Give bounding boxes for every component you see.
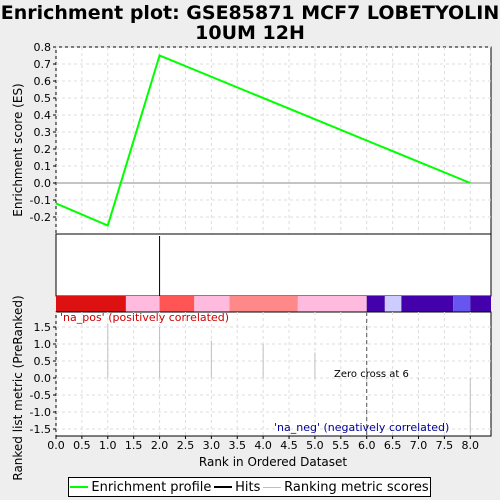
es-y-tick-label: 0.2	[34, 143, 52, 156]
x-tick-label: 3.0	[203, 439, 221, 452]
metric-y-ticks: 1.5 1.0 0.5 0.0 -0.5 -1.0 -1.5	[30, 321, 56, 436]
colorbar-segment	[56, 296, 126, 312]
rank-colorbar	[56, 296, 491, 312]
metric-y-axis-label: Ranked list metric (PreRanked)	[11, 295, 25, 480]
es-y-tick-label: 0.8	[34, 41, 52, 54]
x-tick-label: 2.5	[177, 439, 195, 452]
colorbar-segment	[384, 296, 402, 312]
x-tick-label: 7.5	[436, 439, 454, 452]
legend-label-enrichment-profile: Enrichment profile	[91, 479, 212, 495]
es-panel	[55, 46, 492, 235]
legend-label-ranking-metric-scores: Ranking metric scores	[284, 479, 429, 495]
x-tick-label: 5.0	[306, 439, 324, 452]
metric-x-ticks: 0.0 0.5 1.0 1.5 2.0 2.5 3.0 3.5 4.0 4.5 5.0 5.5 6.0 6…	[47, 436, 479, 452]
metric-y-tick-label: -1.0	[30, 406, 51, 419]
legend-item-hits: Hits	[214, 480, 260, 495]
es-y-tick-label: 0.3	[34, 126, 52, 139]
negative-correlation-label: 'na_neg' (negatively correlated)	[274, 421, 449, 434]
metric-y-tick-label: 0.0	[34, 372, 52, 385]
es-y-tick-label: -0.1	[30, 194, 51, 207]
colorbar-segment	[366, 296, 385, 312]
es-y-axis-label: Enrichment score (ES)	[11, 83, 25, 216]
colorbar-segment	[125, 296, 160, 312]
colorbar-segment	[229, 296, 298, 312]
legend-green-line-swatch	[70, 486, 89, 488]
es-y-tick-label: 0.6	[34, 75, 52, 88]
x-tick-label: 6.5	[384, 439, 402, 452]
es-enrichment-profile-line	[55, 54, 471, 227]
x-tick-label: 1.0	[99, 439, 117, 452]
es-y-tick-label: 0.5	[34, 92, 52, 105]
x-tick-label: 8.0	[462, 439, 480, 452]
colorbar-segment	[194, 296, 230, 312]
chart-title-line-2: 10UM 12H	[195, 22, 305, 44]
x-tick-label: 4.0	[254, 439, 272, 452]
x-tick-label: 3.5	[229, 439, 247, 452]
x-tick-label: 4.5	[280, 439, 298, 452]
colorbar-segment	[401, 296, 454, 312]
metric-bars	[107, 323, 471, 433]
legend-item-enrichment-profile: Enrichment profile	[70, 480, 211, 495]
x-tick-label: 7.0	[410, 439, 428, 452]
x-tick-label: 2.0	[151, 439, 169, 452]
metric-gridlines	[55, 312, 491, 436]
positive-correlation-label: 'na_pos' (positively correlated)	[60, 311, 229, 324]
x-tick-label: 6.0	[358, 439, 376, 452]
x-axis-label: Rank in Ordered Dataset	[199, 455, 347, 469]
legend: Enrichment profile Hits Ranking metric s…	[68, 477, 431, 497]
es-y-tick-label: 0.7	[34, 58, 52, 71]
legend-black-line-swatch	[214, 486, 233, 488]
x-tick-label: 0.5	[73, 439, 91, 452]
es-y-tick-label: 0.0	[34, 177, 52, 190]
metric-y-tick-label: 1.0	[34, 338, 52, 351]
legend-label-hits: Hits	[235, 479, 261, 495]
x-tick-label: 0.0	[47, 439, 65, 452]
colorbar-segment	[159, 296, 195, 312]
colorbar-segment	[297, 296, 367, 312]
x-tick-label: 1.5	[125, 439, 143, 452]
es-y-ticks: 0.8 0.7 0.6 0.5 0.4 0.3 0.2 0.1 0.0 -0.1 -0.2	[30, 41, 56, 224]
metric-y-tick-label: -1.5	[30, 423, 51, 436]
legend-item-ranking: Ranking metric scores	[263, 479, 429, 495]
metric-panel	[55, 311, 492, 437]
metric-y-tick-label: 0.5	[34, 355, 52, 368]
es-y-tick-label: -0.2	[30, 211, 51, 224]
colorbar-segment	[470, 296, 491, 312]
es-y-tick-label: 0.4	[34, 109, 52, 122]
colorbar-segment	[453, 296, 471, 312]
zero-cross-label: Zero cross at 6	[334, 369, 409, 380]
chart-title-line-1: Enrichment plot: GSE85871 MCF7 LOBETYOLI…	[1, 2, 500, 24]
metric-y-tick-label: -0.5	[30, 389, 51, 402]
x-tick-label: 5.5	[332, 439, 350, 452]
hits-panel	[55, 233, 492, 297]
legend-gray-line-swatch	[263, 486, 282, 488]
metric-y-tick-label: 1.5	[34, 321, 52, 334]
es-y-tick-label: 0.1	[34, 160, 52, 173]
